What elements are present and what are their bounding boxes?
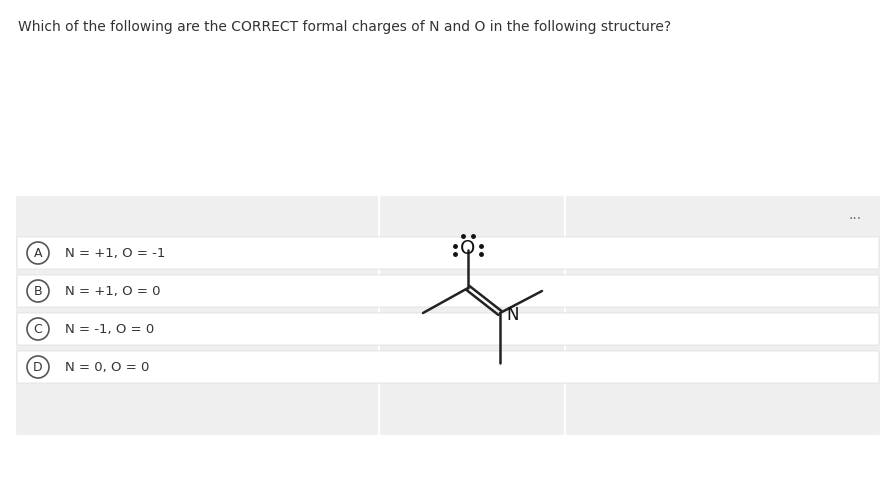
Text: C: C (34, 323, 42, 336)
FancyBboxPatch shape (17, 237, 879, 269)
Text: D: D (33, 361, 43, 374)
Text: ...: ... (849, 208, 862, 222)
Text: Which of the following are the CORRECT formal charges of N and O in the followin: Which of the following are the CORRECT f… (18, 20, 671, 34)
FancyBboxPatch shape (566, 196, 880, 435)
FancyBboxPatch shape (17, 275, 879, 307)
Text: N: N (506, 306, 519, 324)
Text: A: A (34, 247, 42, 259)
FancyBboxPatch shape (380, 196, 564, 435)
Text: N = +1, O = -1: N = +1, O = -1 (65, 247, 166, 259)
Text: N = -1, O = 0: N = -1, O = 0 (65, 323, 154, 336)
Text: B: B (34, 284, 42, 297)
FancyBboxPatch shape (17, 313, 879, 345)
Text: N = +1, O = 0: N = +1, O = 0 (65, 284, 160, 297)
FancyBboxPatch shape (16, 196, 378, 435)
Text: N = 0, O = 0: N = 0, O = 0 (65, 361, 150, 374)
Text: O: O (461, 239, 476, 257)
FancyBboxPatch shape (17, 351, 879, 383)
